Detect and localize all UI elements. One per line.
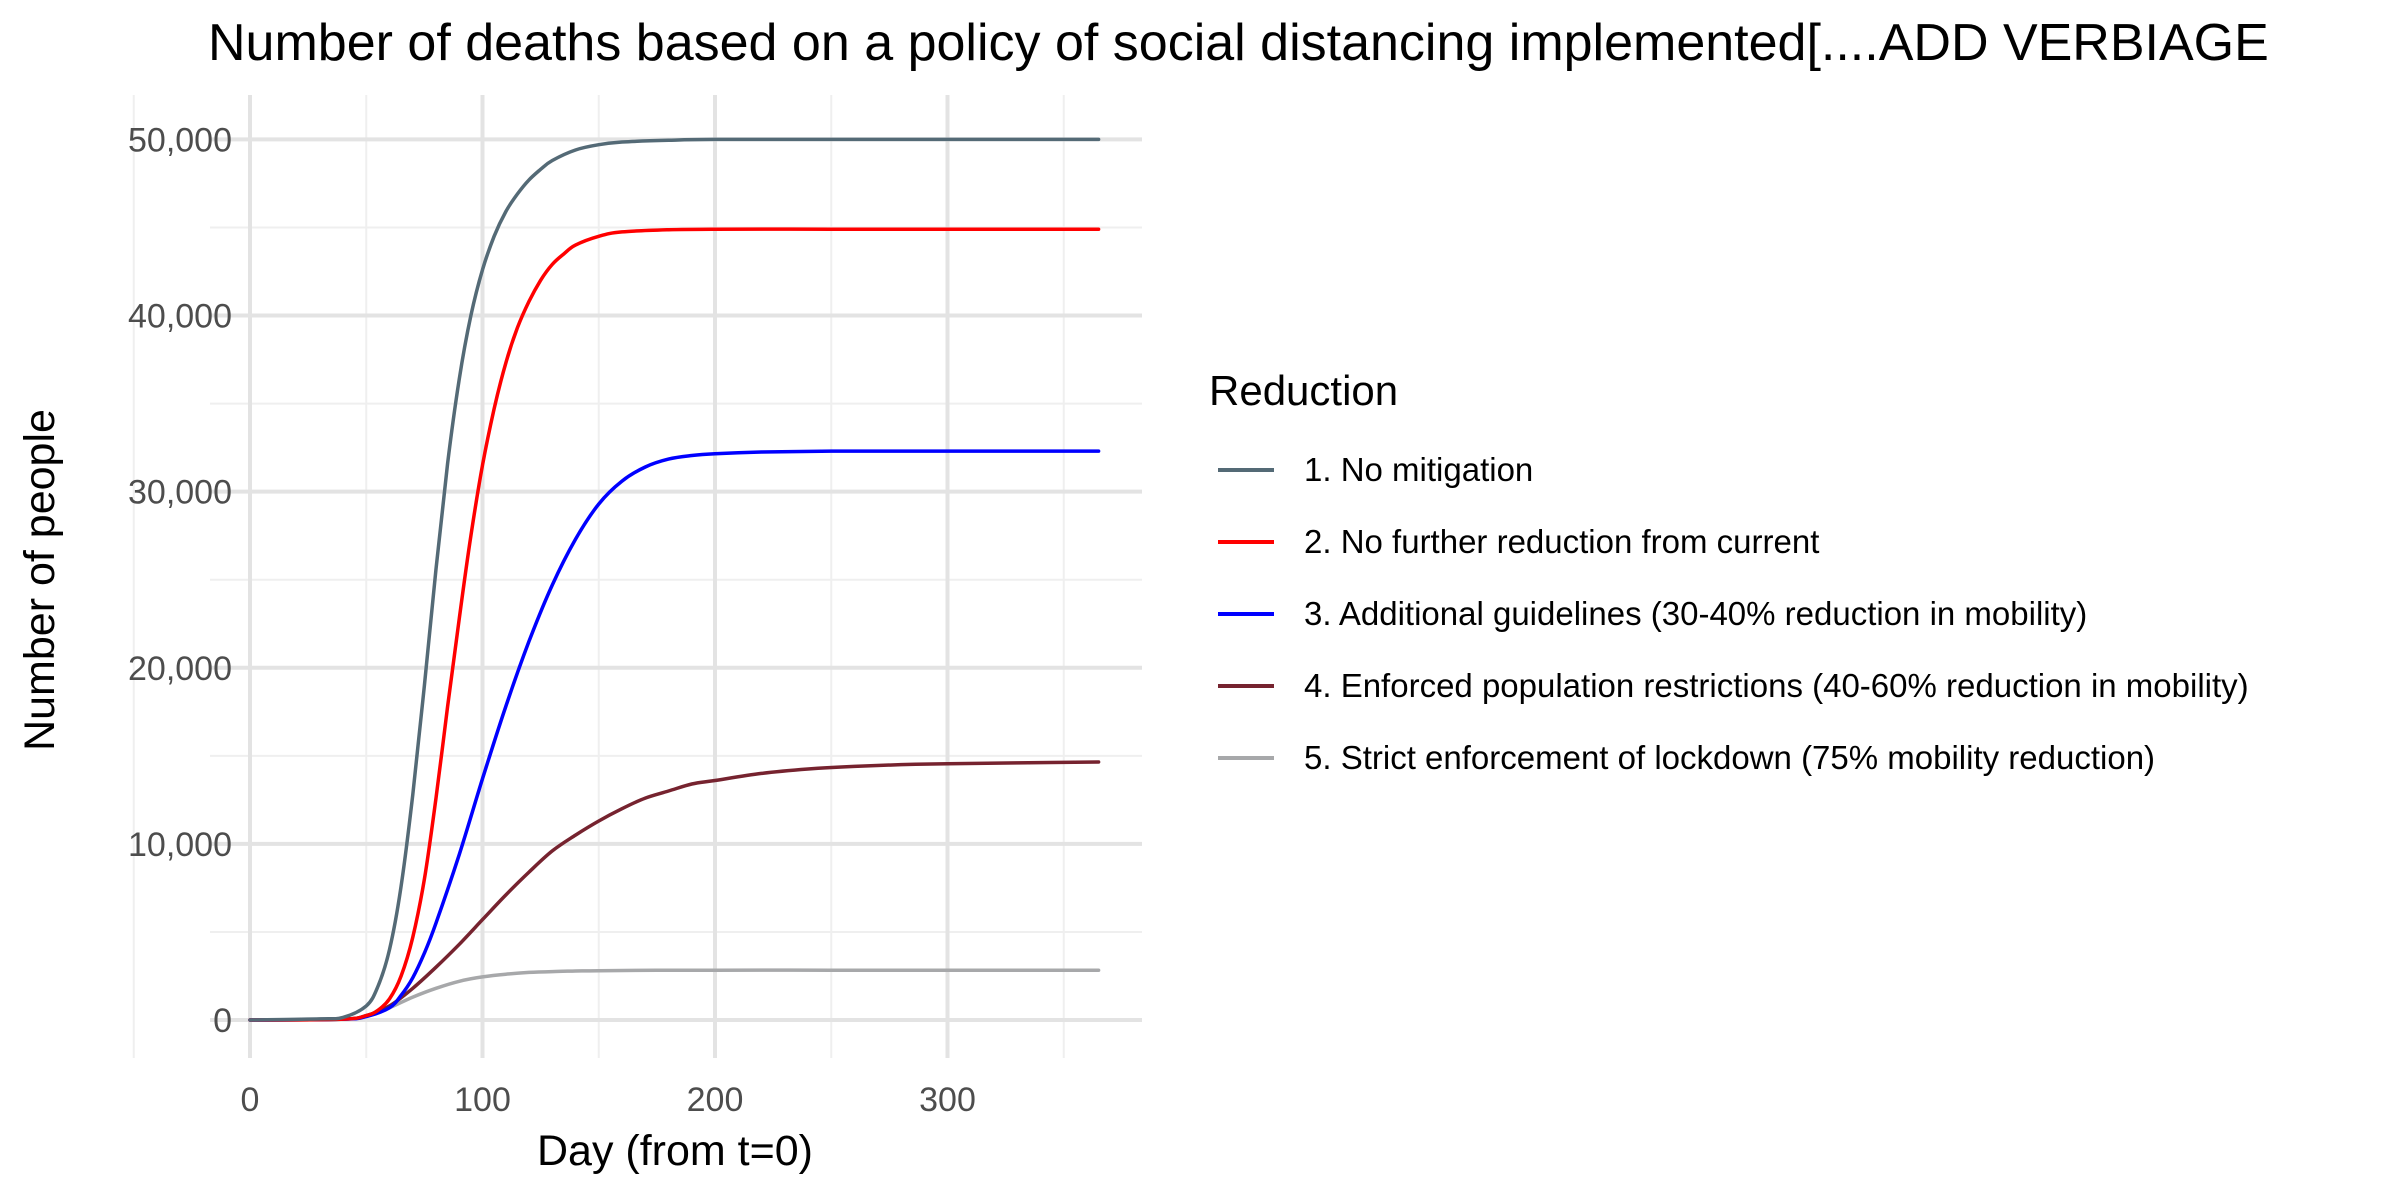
- legend: Reduction 1. No mitigation 2. No further …: [1209, 367, 2249, 776]
- x-tick-label: 300: [919, 1081, 976, 1119]
- grid: [132, 95, 1142, 1058]
- y-tick-label: 30,000: [128, 474, 232, 512]
- y-tick-label: 0: [213, 1002, 232, 1040]
- legend-label-1: 1. No mitigation: [1304, 451, 1533, 488]
- y-tick-label: 40,000: [128, 298, 232, 336]
- y-axis-title: Number of people: [16, 409, 64, 751]
- series-line-1: [248, 137, 1101, 1022]
- x-tick-label: 100: [454, 1081, 511, 1119]
- series-line-4: [248, 760, 1101, 1022]
- legend-title: Reduction: [1209, 367, 1398, 414]
- legend-label-2: 2. No further reduction from current: [1304, 523, 1819, 560]
- plot-series: [248, 137, 1101, 1022]
- series-line-3: [248, 449, 1101, 1022]
- legend-label-4: 4. Enforced population restrictions (40-…: [1304, 667, 2249, 704]
- y-tick-label: 20,000: [128, 650, 232, 688]
- series-line-2: [248, 227, 1101, 1022]
- x-tick-label: 200: [687, 1081, 744, 1119]
- legend-label-5: 5. Strict enforcement of lockdown (75% m…: [1304, 739, 2155, 776]
- y-tick-label: 10,000: [128, 826, 232, 864]
- chart-title: Number of deaths based on a policy of so…: [208, 14, 2269, 72]
- x-axis-title: Day (from t=0): [537, 1127, 813, 1175]
- legend-items: 1. No mitigation 2. No further reduction …: [1218, 451, 2249, 776]
- y-tick-label: 50,000: [128, 121, 232, 159]
- legend-label-3: 3. Additional guidelines (30-40% reducti…: [1304, 595, 2087, 632]
- x-tick-label: 0: [241, 1081, 260, 1119]
- axis-ticks: 0 100 200 300 0 10,000 20,000 30,000 40,000 50,00…: [128, 121, 976, 1119]
